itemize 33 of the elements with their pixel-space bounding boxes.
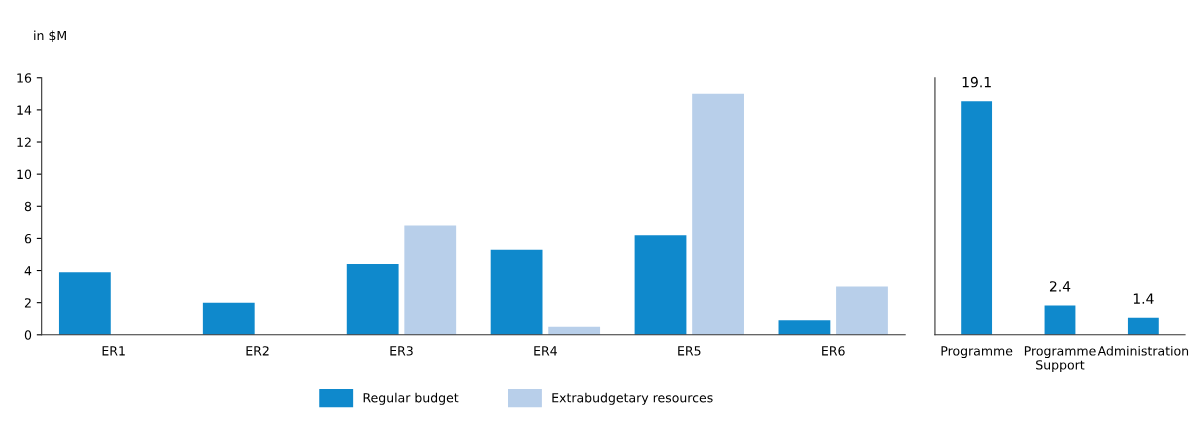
y-tick-label: 10 [17, 169, 32, 180]
x-tick-label: ER2 [246, 346, 269, 356]
x-tick-label: ER6 [822, 346, 845, 356]
x-tick-label: Administration [1097, 345, 1189, 356]
data-label: 2.4 [1049, 281, 1071, 292]
y-tick-label: 14 [17, 105, 32, 115]
x-tick-label: ER3 [390, 346, 413, 356]
y-tick-label: 16 [17, 73, 32, 83]
bar [634, 235, 687, 335]
y-tick-label: 0 [24, 330, 32, 340]
bar [58, 272, 111, 335]
bar [490, 249, 543, 335]
data-label: 1.4 [1133, 293, 1154, 304]
y-tick-label: 4 [24, 266, 32, 276]
x-tick-label: ER4 [534, 346, 557, 356]
y-axis-title: in $M [34, 30, 66, 42]
x-tick-label: Programme [941, 346, 1013, 359]
y-tick-label: 8 [24, 201, 32, 212]
x-tick-label: ER5 [678, 346, 701, 356]
bar [346, 264, 399, 335]
data-label: 19.1 [962, 76, 991, 88]
y-tick-label: 12 [17, 137, 31, 147]
bar [692, 93, 744, 335]
bar [836, 286, 888, 335]
legend-label: Extrabudgetary resources [552, 392, 713, 405]
x-tick-label: ER1 [102, 346, 125, 356]
y-tick-label: 2 [24, 298, 31, 308]
legend-label: Regular budget [363, 392, 459, 405]
bar [778, 320, 831, 335]
bar [202, 302, 255, 335]
y-tick-label: 6 [24, 233, 32, 244]
bar [404, 225, 457, 335]
x-tick-label: Programme Support [1024, 346, 1096, 373]
